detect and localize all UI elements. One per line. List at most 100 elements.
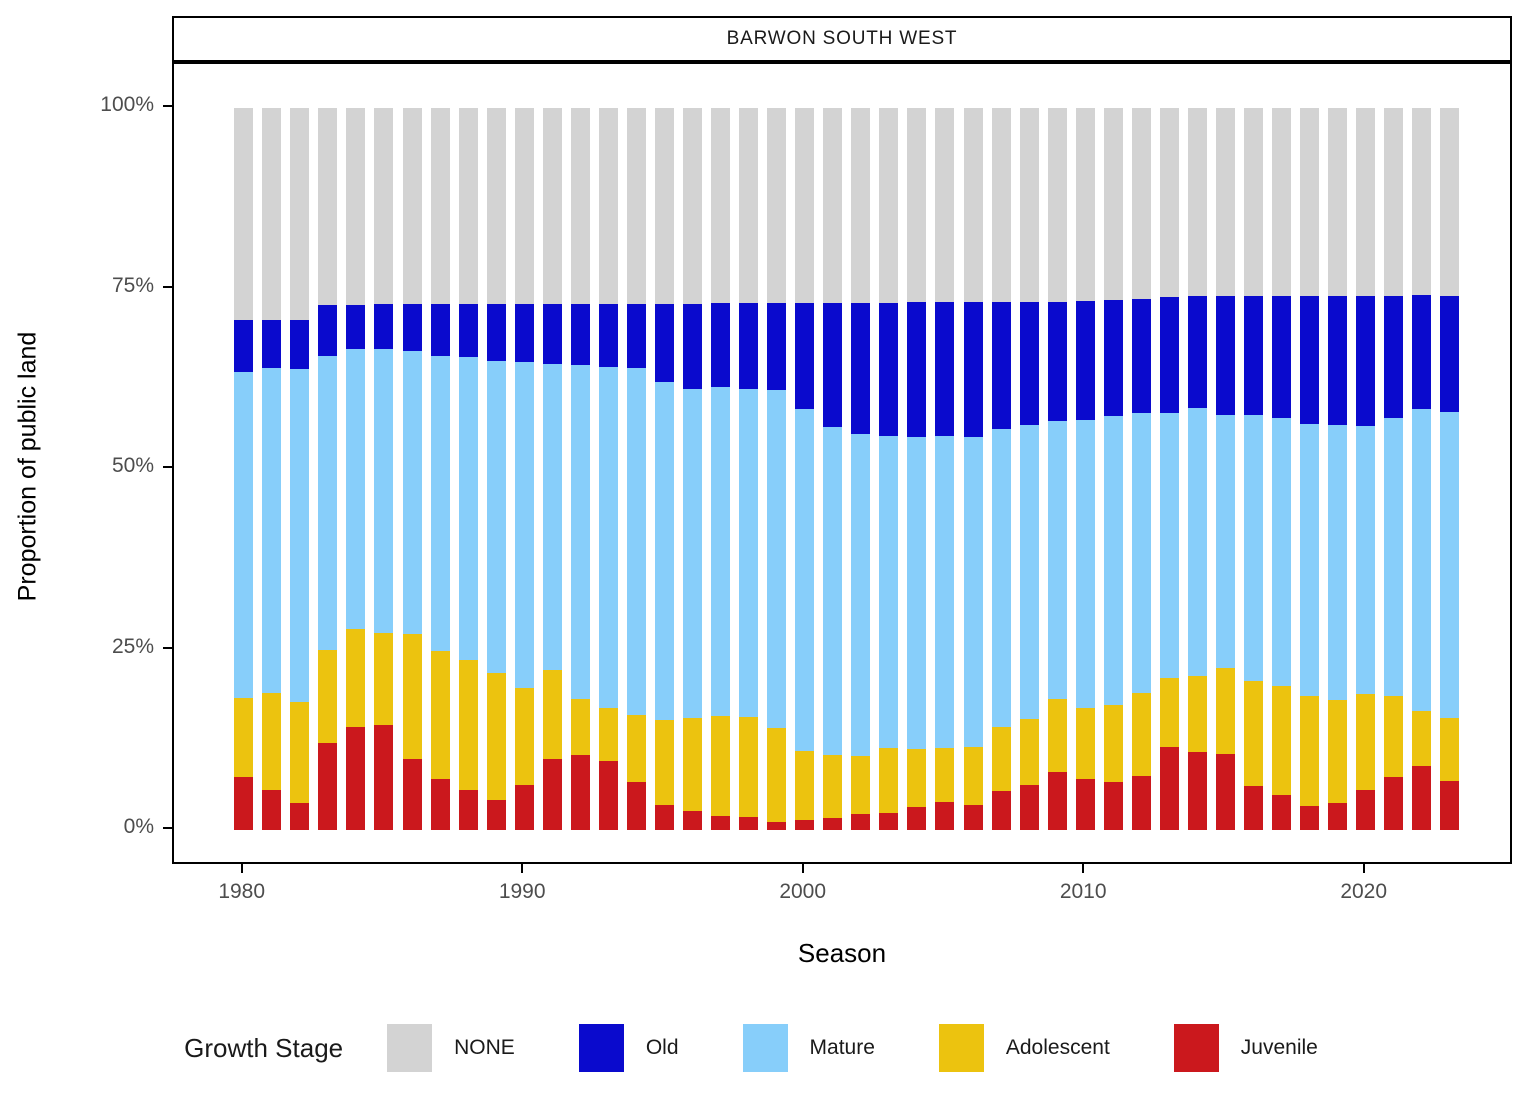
bar-segment-2009-none — [1047, 108, 1067, 302]
bar-1998 — [739, 108, 759, 830]
bar-segment-1990-adolescent — [514, 687, 534, 786]
bar-segment-2009-old — [1047, 301, 1067, 421]
bar-segment-1992-none — [570, 108, 590, 304]
bar-segment-1989-none — [486, 108, 506, 304]
bar-segment-2010-adolescent — [1075, 708, 1095, 779]
bar-segment-1981-mature — [262, 367, 282, 693]
bar-segment-2017-none — [1272, 108, 1292, 296]
bar-segment-2007-mature — [991, 429, 1011, 728]
bar-segment-2018-mature — [1300, 423, 1320, 697]
bar-segment-2003-mature — [879, 435, 899, 748]
bar-segment-1993-old — [598, 303, 618, 367]
bar-segment-1989-old — [486, 303, 506, 361]
bar-segment-2014-none — [1187, 108, 1207, 296]
bar-segment-1997-mature — [711, 387, 731, 716]
bar-segment-2011-juvenile — [1103, 782, 1123, 830]
bar-segment-2019-old — [1328, 295, 1348, 425]
bar-segment-2008-none — [1019, 108, 1039, 302]
x-tick-mark-1990 — [521, 864, 524, 873]
bar-segment-1981-juvenile — [262, 789, 282, 830]
bar-2004 — [907, 108, 927, 830]
bar-segment-2001-none — [823, 108, 843, 303]
bar-segment-1980-none — [234, 108, 254, 321]
bar-2008 — [1019, 108, 1039, 830]
bar-segment-2018-old — [1300, 295, 1320, 424]
bar-segment-1999-juvenile — [767, 822, 787, 830]
bar-segment-2021-adolescent — [1384, 696, 1404, 777]
bar-segment-1993-juvenile — [598, 761, 618, 830]
bar-segment-2003-juvenile — [879, 812, 899, 830]
bar-segment-2019-none — [1328, 108, 1348, 296]
bar-segment-1996-juvenile — [683, 811, 702, 830]
bar-segment-1997-adolescent — [711, 715, 731, 817]
bar-segment-2005-mature — [935, 435, 955, 749]
bar-segment-1993-mature — [598, 366, 618, 708]
bar-segment-1993-adolescent — [598, 708, 618, 762]
bar-segment-2019-mature — [1328, 424, 1348, 701]
bar-segment-2000-old — [795, 302, 815, 410]
bar-segment-1980-adolescent — [234, 697, 254, 778]
bar-2015 — [1215, 108, 1235, 830]
bar-segment-2009-mature — [1047, 420, 1067, 700]
bar-segment-2022-juvenile — [1412, 766, 1432, 830]
bar-segment-2007-old — [991, 301, 1011, 430]
bar-segment-2013-none — [1159, 108, 1179, 298]
legend-swatch-old — [578, 1024, 624, 1072]
facet-strip: BARWON SOUTH WEST — [172, 16, 1512, 62]
legend-label-juvenile: Juvenile — [1240, 1036, 1318, 1059]
bar-1981 — [262, 108, 282, 830]
bar-segment-2000-juvenile — [795, 819, 815, 830]
bar-segment-1986-old — [402, 303, 422, 351]
bar-segment-1997-old — [711, 302, 731, 388]
bar-1985 — [374, 108, 394, 830]
bar-1996 — [683, 108, 702, 830]
bar-2007 — [991, 108, 1011, 830]
bar-segment-2002-juvenile — [851, 814, 871, 830]
bars-container — [176, 66, 1512, 864]
bar-segment-1998-none — [739, 108, 759, 303]
bar-segment-2003-none — [879, 108, 899, 303]
x-tick-mark-2000 — [801, 864, 804, 873]
bar-segment-2012-none — [1131, 108, 1151, 299]
bar-segment-1984-adolescent — [346, 628, 366, 728]
bar-segment-1980-juvenile — [234, 777, 254, 830]
bar-segment-2023-mature — [1440, 411, 1460, 719]
bar-segment-1988-adolescent — [458, 659, 478, 791]
bar-segment-1991-adolescent — [542, 670, 562, 760]
bar-2009 — [1047, 108, 1067, 830]
bar-1989 — [486, 108, 506, 830]
bar-segment-2002-mature — [851, 433, 871, 756]
bar-segment-2019-juvenile — [1328, 802, 1348, 830]
bar-segment-1981-none — [262, 108, 282, 321]
bar-segment-2001-adolescent — [823, 754, 843, 818]
legend-item-none: NONE — [387, 1024, 515, 1072]
bar-segment-2000-none — [795, 108, 815, 303]
bar-segment-1983-mature — [318, 355, 338, 650]
bar-segment-2022-adolescent — [1412, 710, 1432, 767]
bar-2016 — [1244, 108, 1263, 830]
bar-segment-1982-mature — [290, 369, 310, 702]
bar-segment-1991-none — [542, 108, 562, 304]
legend-item-adolescent: Adolescent — [938, 1024, 1110, 1072]
bar-segment-2015-none — [1215, 108, 1235, 296]
bar-segment-1997-juvenile — [711, 816, 731, 830]
bar-segment-2000-mature — [795, 409, 815, 752]
bar-1986 — [402, 108, 422, 830]
bar-segment-1998-juvenile — [739, 817, 759, 830]
bar-segment-1991-mature — [542, 363, 562, 671]
y-tick-mark-50 — [163, 466, 172, 468]
bar-segment-1995-adolescent — [654, 720, 674, 805]
bar-segment-2015-old — [1215, 295, 1235, 415]
y-tick-label-75: 75% — [111, 273, 154, 297]
bar-segment-1982-old — [290, 319, 310, 370]
bar-segment-1998-mature — [739, 388, 759, 717]
bar-segment-2021-none — [1384, 108, 1404, 296]
bar-segment-1987-old — [430, 303, 450, 356]
bar-segment-2000-adolescent — [795, 751, 815, 820]
bar-segment-2004-none — [907, 108, 927, 303]
bar-segment-1994-juvenile — [626, 781, 646, 830]
bar-1993 — [598, 108, 618, 830]
bar-segment-1983-none — [318, 108, 338, 306]
bar-1991 — [542, 108, 562, 830]
bar-segment-2016-old — [1244, 295, 1263, 415]
